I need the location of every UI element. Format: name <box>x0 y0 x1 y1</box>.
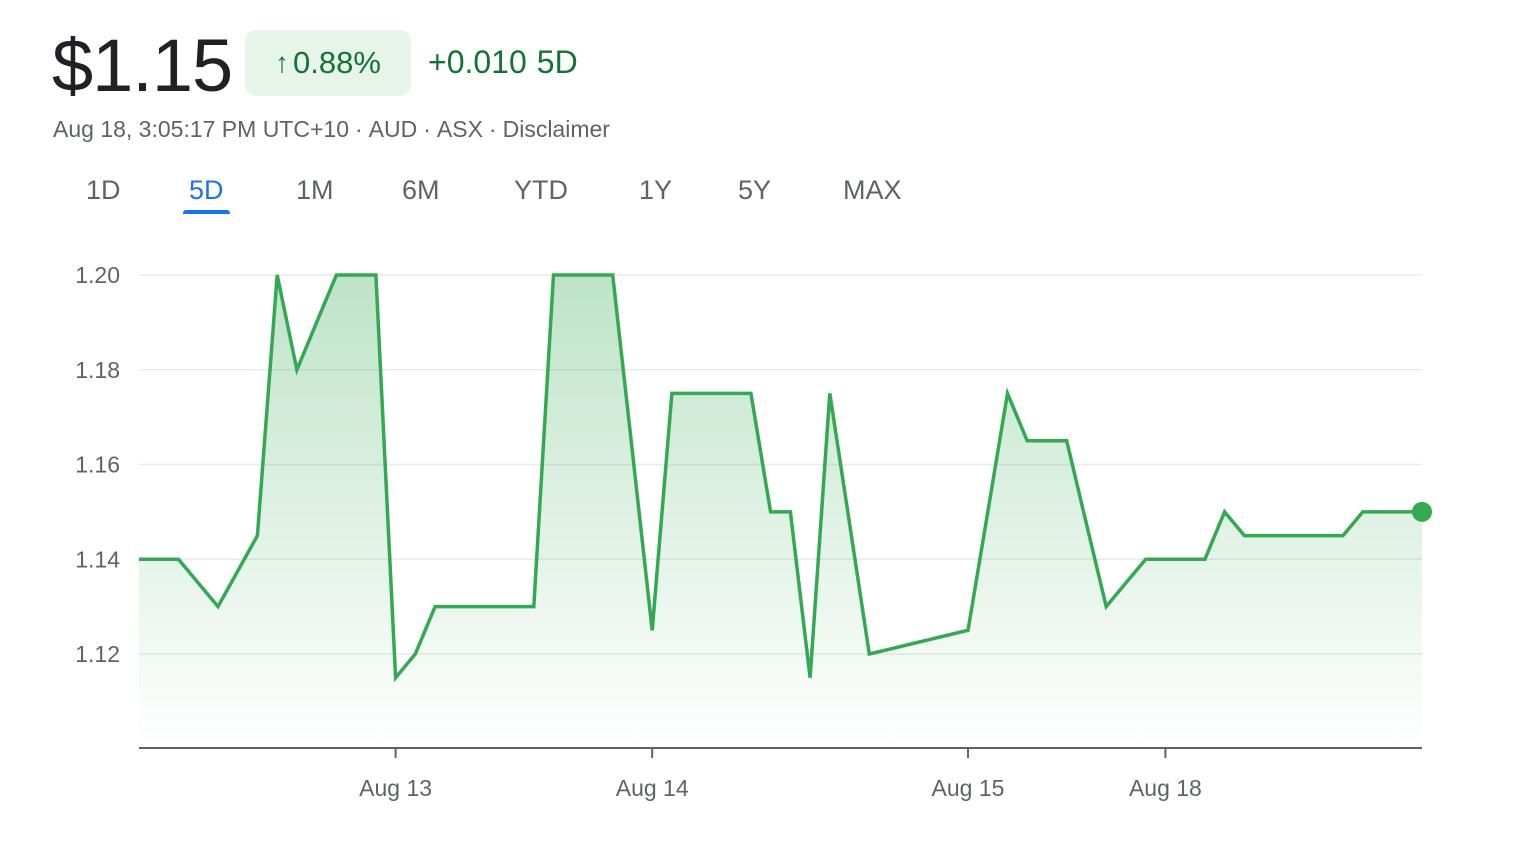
tab-label: MAX <box>843 175 902 205</box>
tab-5d[interactable]: 5D <box>183 168 230 214</box>
tab-label: YTD <box>514 175 568 205</box>
tab-6m[interactable]: 6M <box>402 168 440 214</box>
y-tick-label: 1.20 <box>75 262 120 288</box>
x-tick-label: Aug 15 <box>932 775 1005 801</box>
tab-max[interactable]: MAX <box>843 168 902 214</box>
active-tab-indicator <box>183 210 230 214</box>
tab-1d[interactable]: 1D <box>86 168 121 214</box>
tab-label: 1M <box>296 175 334 205</box>
absolute-change: +0.010 5D <box>428 44 588 81</box>
x-tick-label: Aug 18 <box>1129 775 1202 801</box>
x-tick-label: Aug 14 <box>616 775 689 801</box>
tab-5y[interactable]: 5Y <box>738 168 771 214</box>
tab-1y[interactable]: 1Y <box>639 168 672 214</box>
x-tick-label: Aug 13 <box>359 775 432 801</box>
meta-separator: · <box>488 116 497 142</box>
y-tick-label: 1.18 <box>75 357 120 383</box>
meta-separator: · <box>354 116 363 142</box>
tab-label: 6M <box>402 175 440 205</box>
price-area-fill <box>139 275 1422 748</box>
tab-label: 1Y <box>639 175 673 205</box>
quote-currency: AUD <box>368 116 418 142</box>
quote-exchange: ASX <box>436 116 483 142</box>
tab-label: 1D <box>86 175 121 205</box>
change-period: 5D <box>536 44 578 80</box>
arrow-up-icon: ↑ <box>275 47 290 78</box>
disclaimer-link[interactable]: Disclaimer <box>502 116 610 142</box>
tab-label: 5Y <box>738 175 772 205</box>
range-tabs: 1D 5D 1M 6M YTD 1Y 5Y MAX <box>0 168 960 218</box>
tab-1m[interactable]: 1M <box>296 168 334 214</box>
y-tick-label: 1.14 <box>75 546 120 572</box>
current-price-marker <box>1412 501 1432 522</box>
absolute-change-value: +0.010 <box>428 44 527 80</box>
y-tick-label: 1.12 <box>75 641 120 667</box>
tab-ytd[interactable]: YTD <box>514 168 568 214</box>
current-price: $1.15 <box>52 24 233 107</box>
quote-meta: Aug 18, 3:05:17 PM UTC+10 · AUD · ASX · Discla… <box>53 116 610 143</box>
percent-change-value: 0.88% <box>293 45 381 80</box>
quote-timestamp: Aug 18, 3:05:17 PM UTC+10 <box>53 116 349 142</box>
y-tick-label: 1.16 <box>75 452 120 478</box>
meta-separator: · <box>423 116 431 142</box>
percent-change-badge: ↑ 0.88% <box>245 30 411 96</box>
price-line <box>139 273 1422 683</box>
tab-label: 5D <box>189 175 224 205</box>
